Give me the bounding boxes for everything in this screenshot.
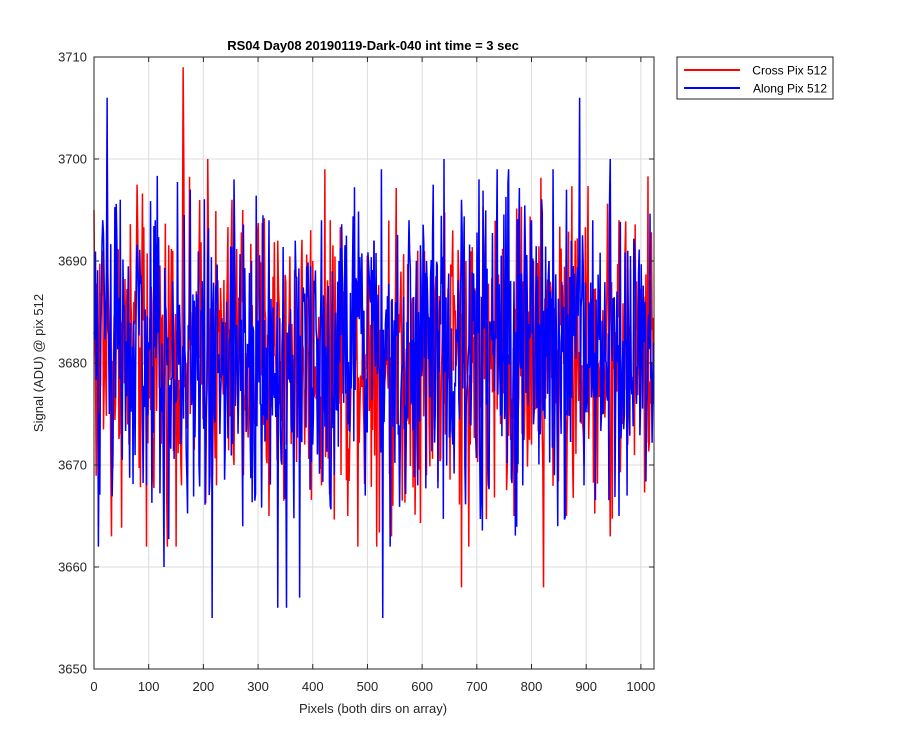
legend-label-along: Along Pix 512 (753, 82, 827, 96)
series-layer (93, 67, 655, 619)
legend-box (676, 56, 834, 100)
chart-title: RS04 Day08 20190119-Dark-040 int time = … (227, 38, 519, 53)
y-tick-label: 3700 (58, 152, 87, 167)
y-tick-label: 3710 (58, 50, 87, 65)
axis-ticks: 0 100 200 300 400 500 600 700 800 900 1000 3650 3660… (58, 50, 655, 695)
legend: Cross Pix 512 Along Pix 512 (676, 56, 834, 100)
series-line-along-pix-512 (93, 97, 655, 619)
x-tick-label: 200 (193, 679, 215, 694)
x-tick-label: 400 (302, 679, 324, 694)
x-tick-label: 300 (247, 679, 269, 694)
x-axis-label: Pixels (both dirs on array) (299, 701, 447, 716)
x-tick-label: 700 (466, 679, 488, 694)
x-tick-label: 600 (411, 679, 433, 694)
y-axis-label: Signal (ADU) @ pix 512 (31, 294, 46, 432)
x-tick-label: 500 (357, 679, 379, 694)
x-tick-label: 800 (521, 679, 543, 694)
y-tick-label: 3660 (58, 560, 87, 575)
y-tick-label: 3670 (58, 458, 87, 473)
y-tick-label: 3650 (58, 662, 87, 677)
x-tick-label: 900 (575, 679, 597, 694)
x-tick-label: 100 (138, 679, 160, 694)
x-tick-label: 0 (90, 679, 97, 694)
x-tick-label: 1000 (626, 679, 655, 694)
y-tick-label: 3680 (58, 356, 87, 371)
legend-label-cross: Cross Pix 512 (752, 64, 827, 78)
y-tick-label: 3690 (58, 254, 87, 269)
